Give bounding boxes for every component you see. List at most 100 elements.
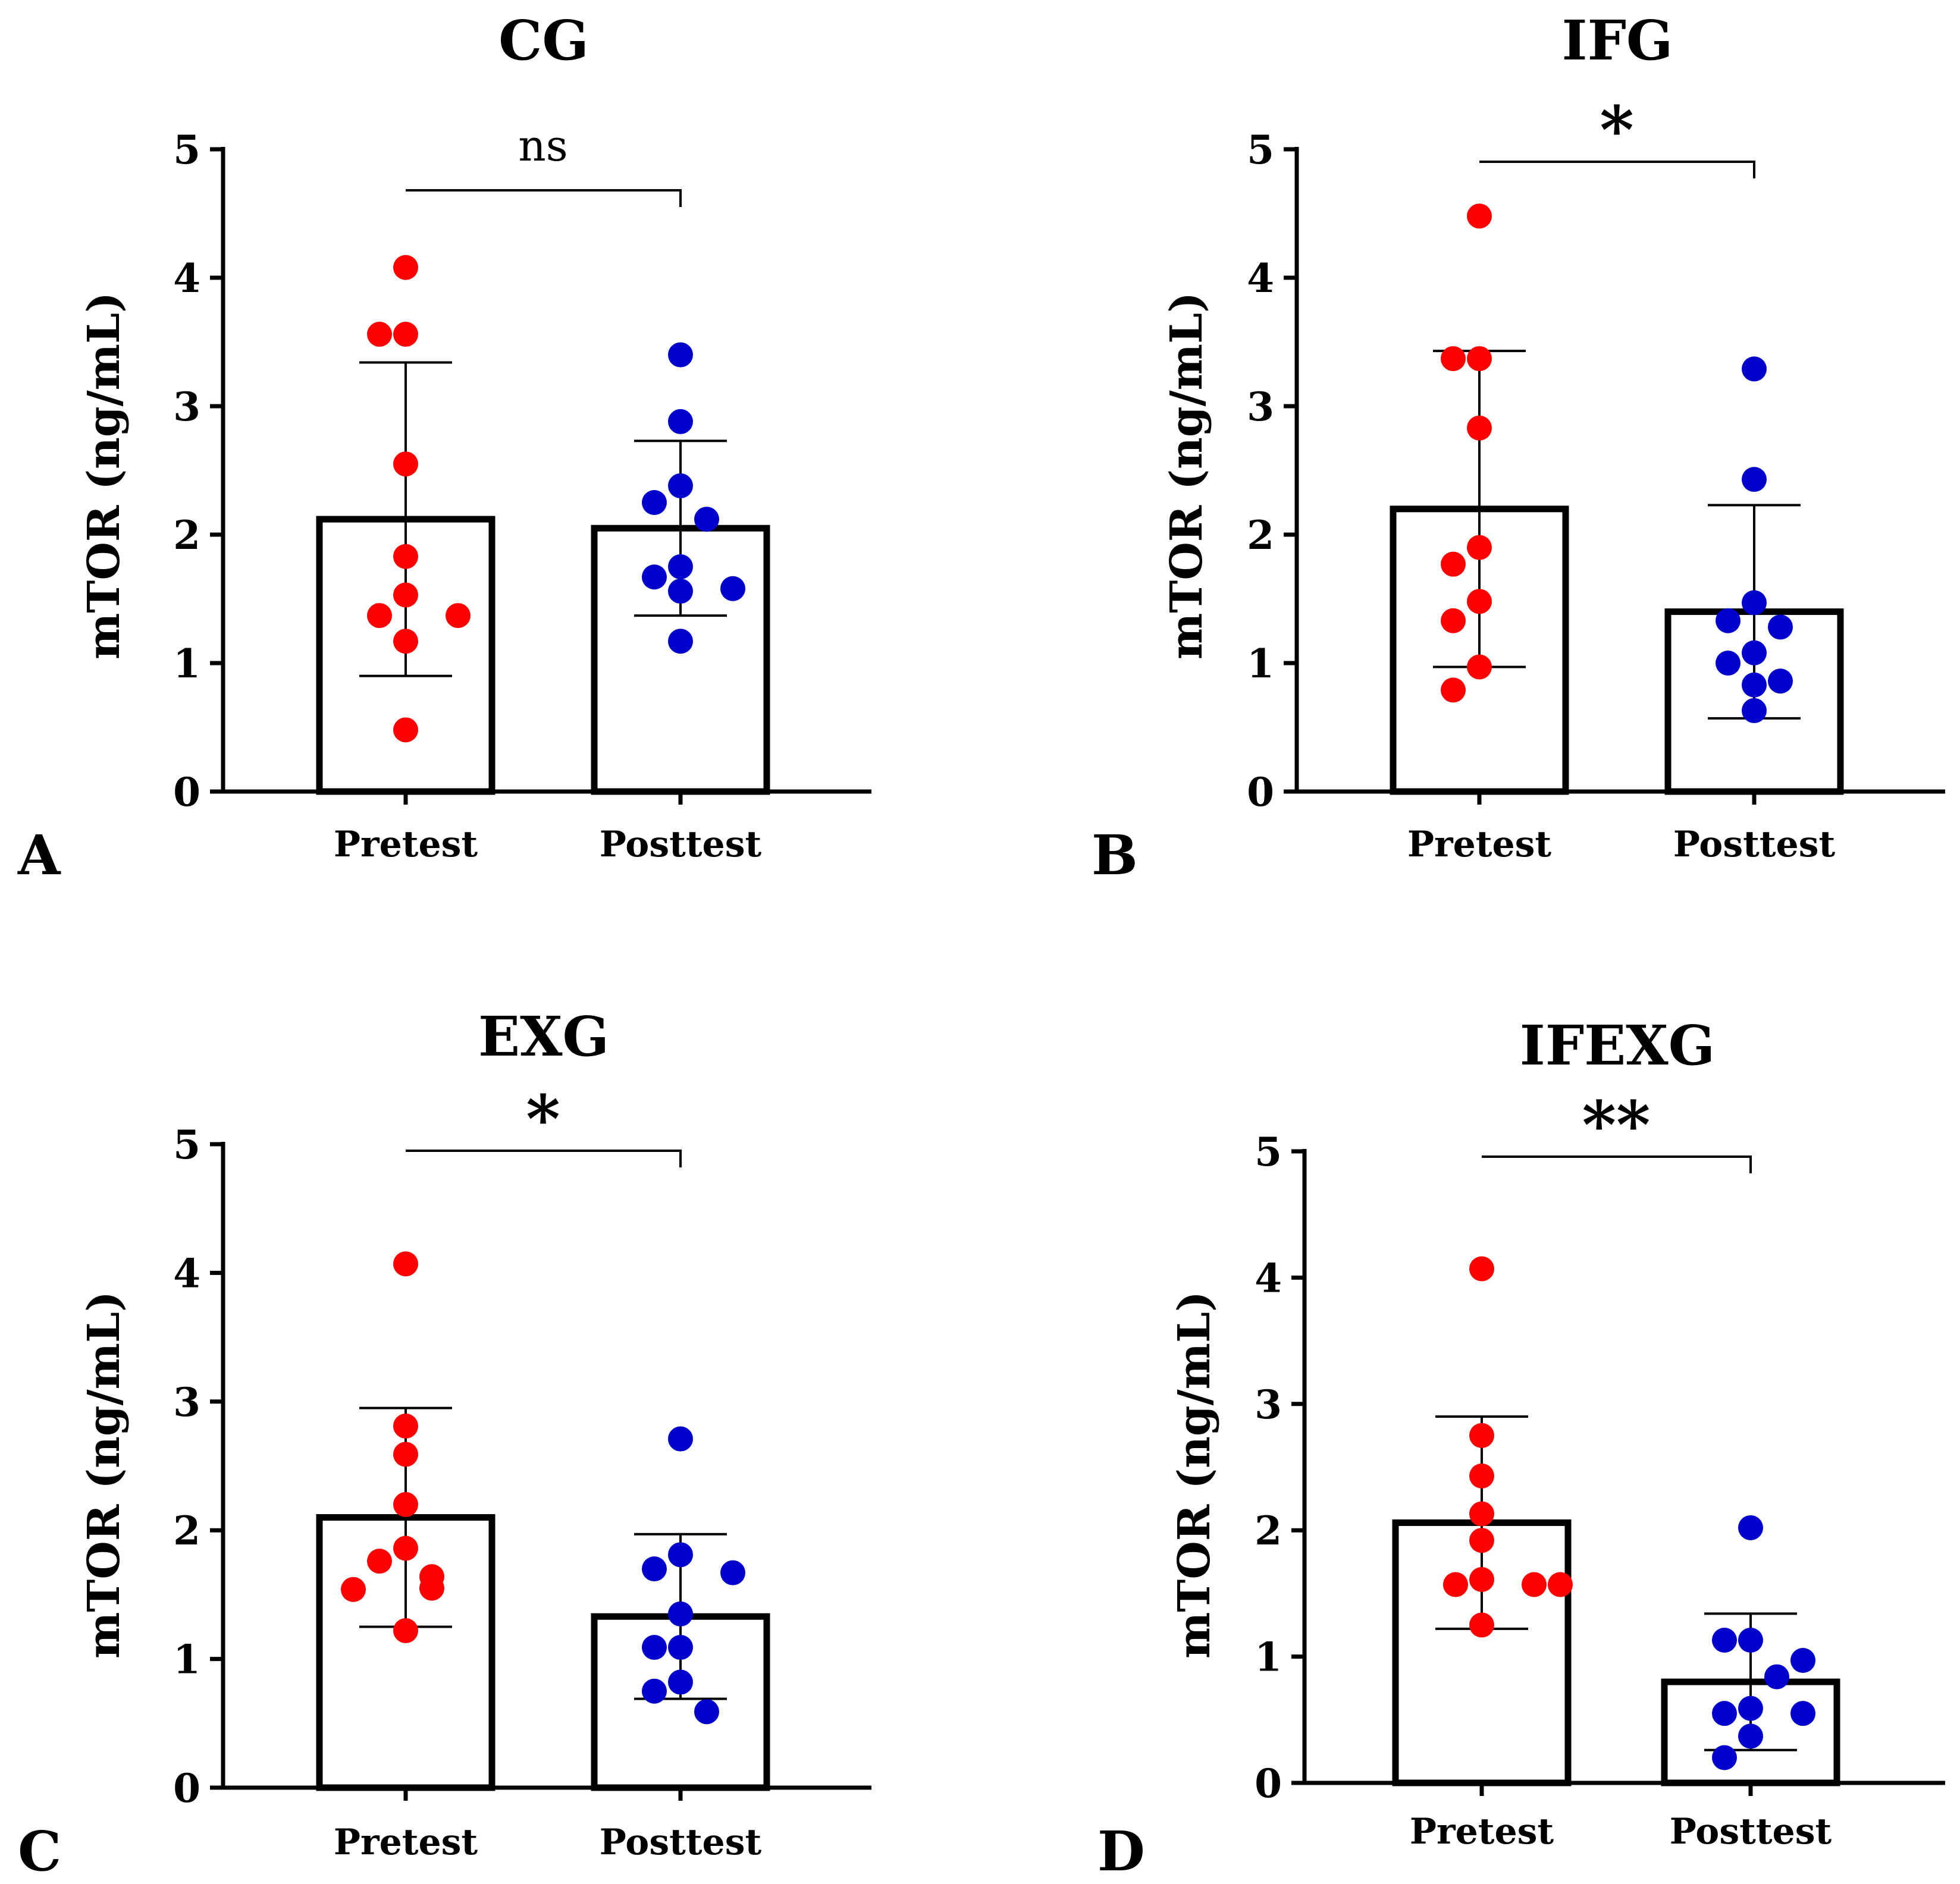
data-point-pretest	[393, 1442, 418, 1467]
category-label-pretest: Pretest	[334, 1822, 478, 1863]
data-point-posttest	[694, 507, 719, 532]
y-axis-title: mTOR (ng/mL)	[79, 1291, 130, 1659]
panel-ifexg: 0 1 2 3 4 5 Pretest Posttest mTOR (ng/mL) IFEXG **…	[1097, 1013, 1945, 1883]
data-point-pretest	[1469, 1423, 1494, 1448]
data-point-posttest	[1790, 1701, 1815, 1726]
data-point-pretest	[1548, 1572, 1573, 1597]
data-point-pretest	[1467, 654, 1492, 680]
data-point-posttest	[1742, 698, 1767, 723]
data-point-posttest	[1716, 651, 1741, 676]
chart-title: CG	[498, 8, 589, 73]
data-point-posttest	[1712, 1701, 1737, 1726]
data-point-pretest	[1467, 203, 1492, 229]
category-label-posttest: Posttest	[1673, 824, 1836, 865]
y-tick-label: 4	[1247, 255, 1274, 302]
data-point-pretest	[1522, 1572, 1547, 1597]
data-point-posttest	[642, 564, 667, 590]
panel-label: B	[1092, 823, 1138, 887]
data-point-pretest	[393, 1618, 418, 1643]
data-point-pretest	[1467, 589, 1492, 614]
y-tick-label: 1	[173, 1637, 200, 1683]
data-point-posttest	[1742, 640, 1767, 665]
category-label-posttest: Posttest	[600, 1822, 762, 1863]
category-label-pretest: Pretest	[334, 824, 478, 865]
data-point-posttest	[1742, 467, 1767, 492]
y-tick-label: 3	[173, 384, 200, 430]
data-point-posttest	[1712, 1627, 1737, 1653]
y-tick-label: 5	[173, 1122, 200, 1168]
data-point-pretest	[1469, 1256, 1494, 1282]
data-point-posttest	[1790, 1647, 1815, 1673]
significance-label: *	[1600, 92, 1634, 168]
data-point-posttest	[668, 1669, 693, 1695]
data-point-pretest	[393, 582, 418, 608]
data-point-pretest	[1469, 1463, 1494, 1489]
data-point-pretest	[393, 1251, 418, 1277]
data-point-pretest	[1467, 415, 1492, 441]
data-point-pretest	[1469, 1528, 1494, 1553]
data-point-pretest	[419, 1575, 444, 1601]
category-label-posttest: Posttest	[1670, 1811, 1832, 1852]
data-point-pretest	[1441, 677, 1466, 703]
y-tick-label: 4	[173, 1250, 200, 1296]
significance-bracket	[1482, 1155, 1752, 1173]
chart-title: IFG	[1562, 8, 1673, 73]
y-tick-label: 3	[173, 1379, 200, 1425]
y-tick-label: 3	[1255, 1381, 1282, 1428]
data-point-pretest	[393, 1536, 418, 1561]
significance-bracket	[406, 189, 682, 207]
data-point-posttest	[1716, 608, 1741, 633]
data-point-pretest	[1467, 346, 1492, 372]
data-point-pretest	[1441, 551, 1466, 577]
y-axis-title: mTOR (ng/mL)	[79, 292, 130, 660]
significance-label: *	[526, 1081, 560, 1157]
data-point-posttest	[668, 629, 693, 654]
y-axis-title: mTOR (ng/mL)	[1161, 292, 1212, 660]
significance-bracket	[1479, 161, 1755, 178]
data-point-posttest	[668, 1635, 693, 1660]
data-point-pretest	[1467, 535, 1492, 560]
category-label-posttest: Posttest	[600, 824, 762, 865]
y-tick-label: 1	[173, 640, 200, 687]
y-tick-label: 4	[173, 255, 200, 302]
data-point-posttest	[1768, 668, 1793, 694]
data-point-pretest	[393, 322, 418, 347]
y-tick-label: 2	[173, 1508, 200, 1554]
data-point-pretest	[393, 1413, 418, 1439]
data-point-posttest	[642, 1556, 667, 1582]
panel-ifg: 0 1 2 3 4 5 Pretest Posttest mTOR (ng/mL) IFG * B	[1092, 8, 1945, 887]
data-point-posttest	[720, 576, 745, 601]
data-point-posttest	[1738, 1695, 1763, 1721]
chart-title: IFEXG	[1520, 1013, 1715, 1078]
panel-cg: 0 1 2 3 4 5 Pretest Posttest mTOR (ng/mL) CG ns A	[17, 8, 871, 887]
y-tick-label: 5	[1247, 127, 1274, 173]
y-tick-label: 0	[173, 1765, 200, 1811]
data-point-pretest	[393, 1492, 418, 1517]
data-point-pretest	[1469, 1567, 1494, 1593]
data-point-posttest	[668, 1601, 693, 1626]
data-point-posttest	[642, 1635, 667, 1660]
data-point-pretest	[1469, 1501, 1494, 1527]
data-point-posttest	[1742, 672, 1767, 698]
data-point-posttest	[720, 1560, 745, 1585]
category-label-pretest: Pretest	[1407, 824, 1552, 865]
y-tick-label: 2	[1247, 512, 1274, 558]
data-point-posttest	[1712, 1745, 1737, 1770]
data-point-posttest	[642, 1678, 667, 1704]
data-point-posttest	[1738, 1627, 1763, 1653]
data-point-pretest	[367, 322, 392, 347]
panel-exg: 0 1 2 3 4 5 Pretest Posttest mTOR (ng/mL) EXG * C	[18, 1004, 871, 1883]
data-point-posttest	[1742, 590, 1767, 616]
data-point-pretest	[393, 255, 418, 280]
data-point-posttest	[694, 1699, 719, 1725]
chart-title: EXG	[478, 1004, 609, 1069]
y-tick-label: 0	[173, 769, 200, 815]
data-point-posttest	[668, 342, 693, 368]
data-point-posttest	[668, 473, 693, 498]
category-label-pretest: Pretest	[1410, 1811, 1554, 1852]
data-point-pretest	[393, 544, 418, 569]
y-tick-label: 1	[1255, 1634, 1282, 1681]
data-point-pretest	[393, 717, 418, 743]
